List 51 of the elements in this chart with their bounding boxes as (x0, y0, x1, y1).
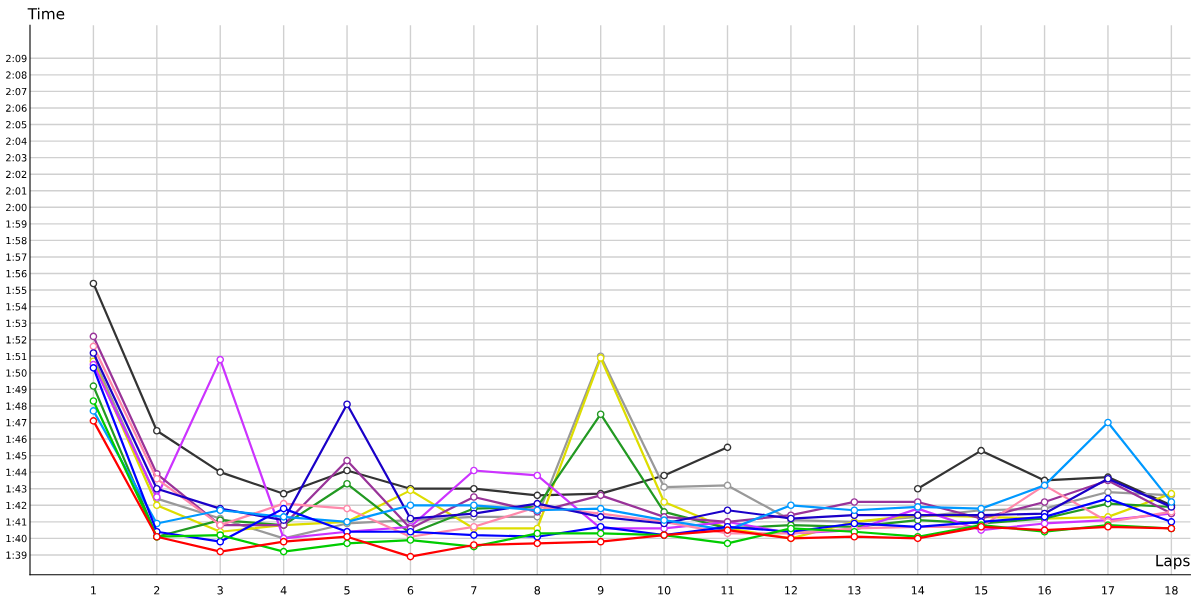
y-tick-label: 1:52 (6, 336, 27, 344)
y-tick-label: 2:09 (6, 54, 27, 63)
y-tick-label: 1:44 (6, 468, 27, 476)
x-tick-label: 18 (1165, 586, 1178, 595)
y-tick-label: 1:56 (6, 269, 27, 278)
y-tick-label: 1:57 (6, 253, 27, 261)
x-axis-title: Laps (1156, 554, 1190, 570)
y-tick-label: 1:46 (6, 435, 27, 443)
y-tick-label: 2:08 (6, 71, 27, 79)
x-tick-label: 3 (217, 586, 223, 595)
x-tick-label: 17 (1102, 586, 1115, 595)
x-tick-label: 1 (91, 586, 96, 595)
y-tick-label: 1:39 (6, 551, 27, 559)
x-tick-label: 5 (344, 586, 350, 595)
y-tick-label: 2:03 (6, 154, 27, 162)
y-tick-label: 1:51 (6, 352, 27, 361)
y-tick-label: 1:43 (6, 485, 27, 493)
y-tick-label: 2:00 (6, 203, 27, 212)
y-tick-label: 1:40 (6, 534, 27, 543)
y-tick-label: 2:01 (6, 187, 27, 195)
x-tick-label: 16 (1038, 586, 1051, 595)
x-tick-label: 15 (975, 586, 988, 595)
y-tick-label: 2:02 (6, 170, 27, 179)
y-tick-label: 1:42 (6, 501, 27, 509)
y-tick-label: 1:48 (6, 402, 27, 410)
y-tick-label: 1:53 (6, 319, 27, 328)
x-tick-label: 6 (407, 586, 414, 595)
x-tick-label: 11 (721, 586, 734, 595)
y-tick-label: 1:49 (6, 385, 27, 394)
x-tick-label: 13 (848, 586, 861, 595)
y-tick-label: 2:06 (6, 104, 27, 112)
x-tick-label: 4 (280, 586, 287, 595)
y-tick-label: 1:41 (6, 518, 27, 526)
x-tick-label: 8 (534, 586, 541, 595)
y-tick-label: 2:05 (6, 121, 27, 129)
y-tick-label: 1:47 (6, 419, 27, 427)
y-tick-label: 2:04 (6, 137, 27, 145)
y-tick-label: 1:58 (6, 236, 27, 245)
y-tick-label: 1:50 (6, 369, 27, 377)
y-axis-title: Time (27, 7, 65, 20)
y-tick-label: 1:55 (6, 286, 27, 294)
y-tick-label: 2:07 (6, 87, 27, 96)
x-tick-label: 7 (471, 586, 477, 595)
y-tick-label: 1:54 (6, 303, 27, 311)
y-tick-label: 1:45 (6, 452, 27, 460)
y-tick-label: 1:59 (6, 220, 27, 228)
x-tick-label: 10 (658, 586, 671, 595)
x-tick-label: 12 (785, 586, 797, 595)
x-tick-label: 2 (154, 586, 160, 595)
x-tick-label: 9 (597, 586, 604, 595)
x-tick-label: 14 (911, 586, 925, 595)
